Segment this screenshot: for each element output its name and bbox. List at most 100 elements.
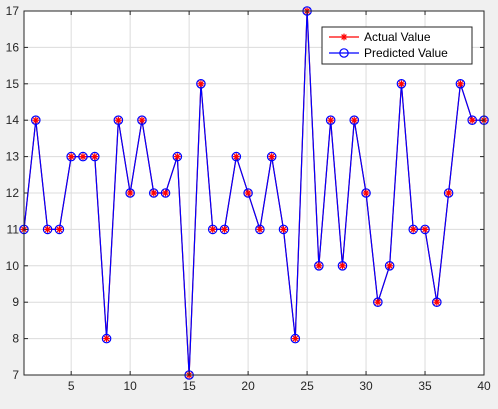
actual-point	[138, 116, 146, 124]
legend-marker-asterisk	[340, 33, 348, 41]
series-markers	[19, 6, 489, 380]
predicted-point	[396, 79, 407, 89]
actual-point	[114, 116, 122, 124]
actual-point	[209, 226, 217, 233]
actual-point	[386, 262, 394, 270]
y-tick-label: 10	[6, 259, 20, 273]
predicted-point	[196, 79, 206, 89]
predicted-point	[455, 79, 466, 89]
predicted-point	[78, 151, 88, 162]
actual-point	[162, 189, 169, 197]
predicted-point	[231, 151, 242, 162]
predicted-point	[219, 224, 230, 235]
x-tick-label: 30	[359, 379, 373, 393]
actual-point	[103, 335, 110, 342]
predicted-point	[125, 188, 135, 198]
predicted-point	[337, 260, 348, 271]
y-tick-label: 17	[6, 4, 20, 18]
actual-point	[173, 153, 181, 160]
predicted-point	[89, 151, 100, 162]
predicted-point	[290, 333, 301, 344]
actual-point	[67, 153, 75, 160]
predicted-point	[278, 224, 289, 235]
predicted-point	[432, 297, 442, 307]
predicted-point	[373, 297, 383, 307]
y-tick-label: 11	[7, 222, 20, 236]
actual-point	[339, 262, 346, 270]
x-tick-label: 35	[418, 379, 432, 393]
legend-box	[321, 26, 473, 65]
predicted-point	[160, 188, 171, 198]
actual-point	[197, 80, 205, 88]
predicted-point	[30, 115, 41, 125]
actual-point	[55, 226, 63, 233]
actual-point	[350, 116, 358, 124]
series-lines	[23, 10, 484, 376]
predicted-point	[420, 224, 430, 235]
actual-point	[244, 189, 252, 197]
actual-point	[126, 189, 134, 197]
y-tick-label: 9	[12, 295, 19, 309]
legend-label: Predicted Value	[364, 46, 448, 60]
x-tick-label: 25	[300, 379, 314, 393]
predicted-point	[42, 224, 53, 235]
legend-label: Actual Value	[364, 30, 431, 44]
x-tick-label: 40	[477, 379, 491, 393]
predicted-point	[243, 188, 253, 198]
predicted-point	[408, 224, 419, 235]
actual-point	[457, 80, 464, 88]
predicted-point	[113, 115, 124, 125]
predicted-point	[467, 115, 478, 125]
actual-point	[232, 153, 240, 160]
legend-marker-circle	[339, 48, 349, 58]
predicted-point	[384, 260, 395, 271]
actual-point	[468, 116, 476, 124]
actual-point	[409, 226, 417, 233]
y-tick-label: 7	[12, 368, 19, 382]
predicted-point	[148, 188, 159, 198]
predicted-point	[443, 188, 454, 198]
y-tick-label: 8	[12, 332, 19, 346]
actual-point	[445, 189, 453, 197]
predicted-point	[266, 151, 277, 162]
predicted-point	[137, 115, 147, 125]
x-tick-label: 15	[182, 379, 196, 393]
actual-point	[327, 116, 335, 124]
actual-point	[150, 189, 158, 197]
actual-point	[291, 335, 299, 342]
actual-point	[315, 262, 323, 270]
predicted-point	[207, 224, 218, 235]
actual-point	[374, 298, 382, 306]
actual-point	[398, 80, 405, 88]
predicted-point	[314, 260, 324, 271]
actual-point	[280, 226, 287, 233]
actual-point	[268, 153, 276, 160]
actual-point	[221, 226, 228, 233]
actual-point	[91, 153, 99, 160]
series-line-1	[23, 10, 484, 376]
x-tick-label: 20	[241, 379, 255, 393]
actual-point	[433, 298, 441, 306]
y-tick-label: 16	[6, 40, 20, 54]
actual-point	[256, 226, 264, 233]
actual-point	[362, 189, 370, 197]
y-tick-label: 12	[6, 186, 20, 200]
predicted-point	[101, 333, 112, 344]
predicted-point	[54, 224, 65, 235]
predicted-point	[361, 188, 371, 198]
predicted-point	[255, 224, 265, 235]
x-tick-label: 10	[123, 379, 137, 393]
actual-point	[421, 226, 429, 233]
predicted-point	[325, 115, 336, 125]
actual-point	[79, 153, 87, 160]
actual-point	[32, 116, 40, 124]
predicted-point	[349, 115, 360, 125]
predicted-point	[66, 151, 76, 162]
y-tick-label: 13	[6, 150, 20, 164]
legend: Actual Value Predicted Value	[321, 26, 473, 65]
axis-ticks: 5 10 15 20 25 30 35 40 7 8 9 10 11 12 13 14 15 16 17	[6, 4, 491, 393]
y-tick-label: 15	[6, 77, 20, 91]
actual-point	[44, 226, 51, 233]
predicted-point	[172, 151, 183, 162]
